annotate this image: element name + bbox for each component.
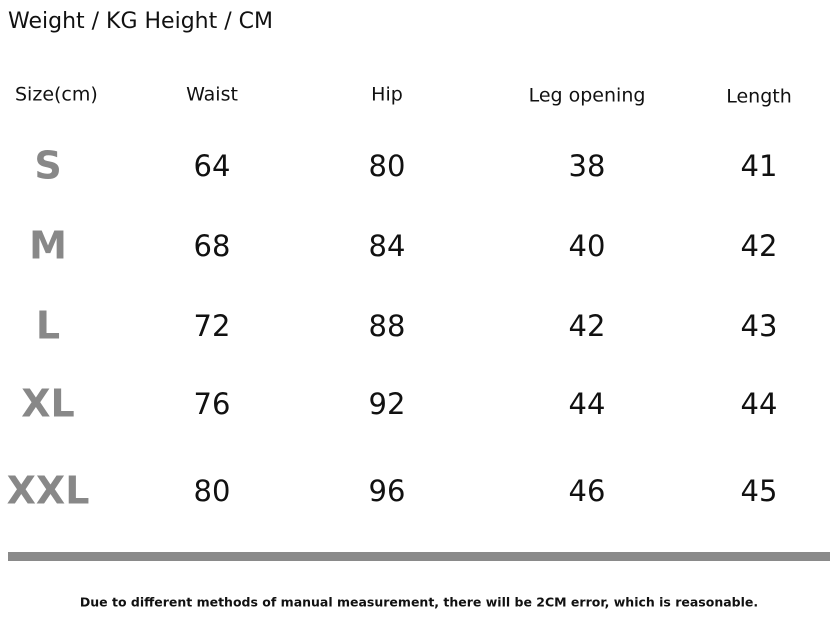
title: Weight / KG Height / CM — [8, 9, 273, 34]
measurement: 44 — [741, 387, 778, 421]
measurement: 68 — [194, 229, 231, 263]
size-label: M — [29, 224, 67, 268]
measurement: 44 — [569, 387, 606, 421]
column-header: Length — [726, 86, 792, 108]
measurement: 40 — [569, 229, 606, 263]
footer-note: Due to different methods of manual measu… — [80, 595, 758, 610]
size-label: XXL — [7, 469, 90, 513]
measurement: 38 — [569, 149, 606, 183]
measurement: 41 — [741, 149, 778, 183]
measurement: 45 — [741, 474, 778, 508]
measurement: 43 — [741, 309, 778, 343]
measurement: 76 — [194, 387, 231, 421]
measurement: 84 — [369, 229, 406, 263]
divider-bar — [8, 552, 830, 561]
measurement: 42 — [569, 309, 606, 343]
column-header: Hip — [371, 84, 403, 106]
size-label: L — [36, 304, 60, 348]
measurement: 72 — [194, 309, 231, 343]
column-header: Size(cm) — [15, 84, 98, 106]
column-header: Waist — [186, 84, 238, 106]
measurement: 42 — [741, 229, 778, 263]
measurement: 96 — [369, 474, 406, 508]
measurement: 46 — [569, 474, 606, 508]
column-header: Leg opening — [529, 85, 646, 107]
measurement: 88 — [369, 309, 406, 343]
size-label: S — [34, 144, 61, 188]
measurement: 92 — [369, 387, 406, 421]
measurement: 80 — [194, 474, 231, 508]
measurement: 64 — [194, 149, 231, 183]
measurement: 80 — [369, 149, 406, 183]
size-label: XL — [21, 382, 75, 426]
